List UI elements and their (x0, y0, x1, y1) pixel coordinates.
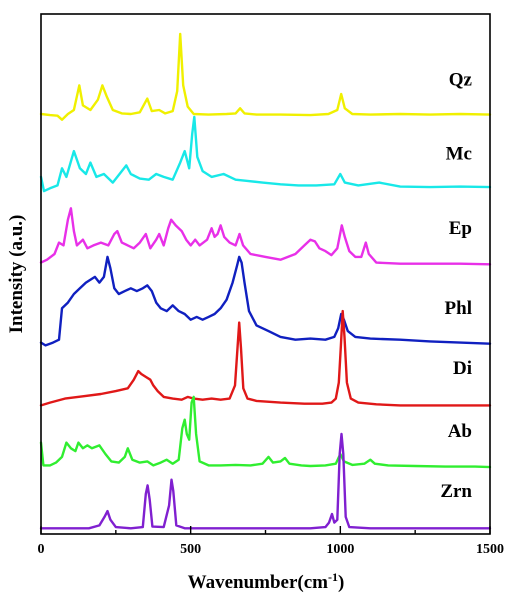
series-label-zrn: Zrn (440, 481, 472, 502)
series-line-ab (39, 395, 492, 469)
x-axis-ticks: 0 500 1000 1500 (38, 526, 504, 557)
plot-area (39, 32, 492, 530)
x-tick-label: 0 (38, 542, 45, 557)
x-axis-title-close: ) (338, 572, 344, 593)
x-axis-title-superscript: -1 (328, 570, 338, 584)
series-label-phl: Phl (445, 298, 472, 319)
series-labels: Qz Mc Ep Phl Di Ab Zrn (440, 69, 473, 502)
series-label-ab: Ab (448, 421, 472, 442)
plot-frame (40, 13, 491, 535)
series-line-phl (39, 255, 492, 347)
series-label-mc: Mc (446, 144, 472, 165)
series-line-zrn (39, 432, 492, 530)
series-line-qz (39, 32, 492, 121)
x-tick-label: 1500 (476, 542, 504, 557)
x-tick-label: 1000 (326, 542, 354, 557)
series-label-qz: Qz (449, 69, 473, 90)
series-line-di (39, 309, 492, 407)
series-label-ep: Ep (449, 218, 472, 239)
series-label-di: Di (453, 358, 472, 379)
series-line-mc (39, 115, 492, 193)
series-line-ep (39, 207, 492, 266)
y-axis-title: Intensity (a.u.) (6, 215, 27, 334)
x-tick-label: 500 (180, 542, 201, 557)
x-axis-title: Wavenumber(cm-1) (188, 570, 345, 593)
